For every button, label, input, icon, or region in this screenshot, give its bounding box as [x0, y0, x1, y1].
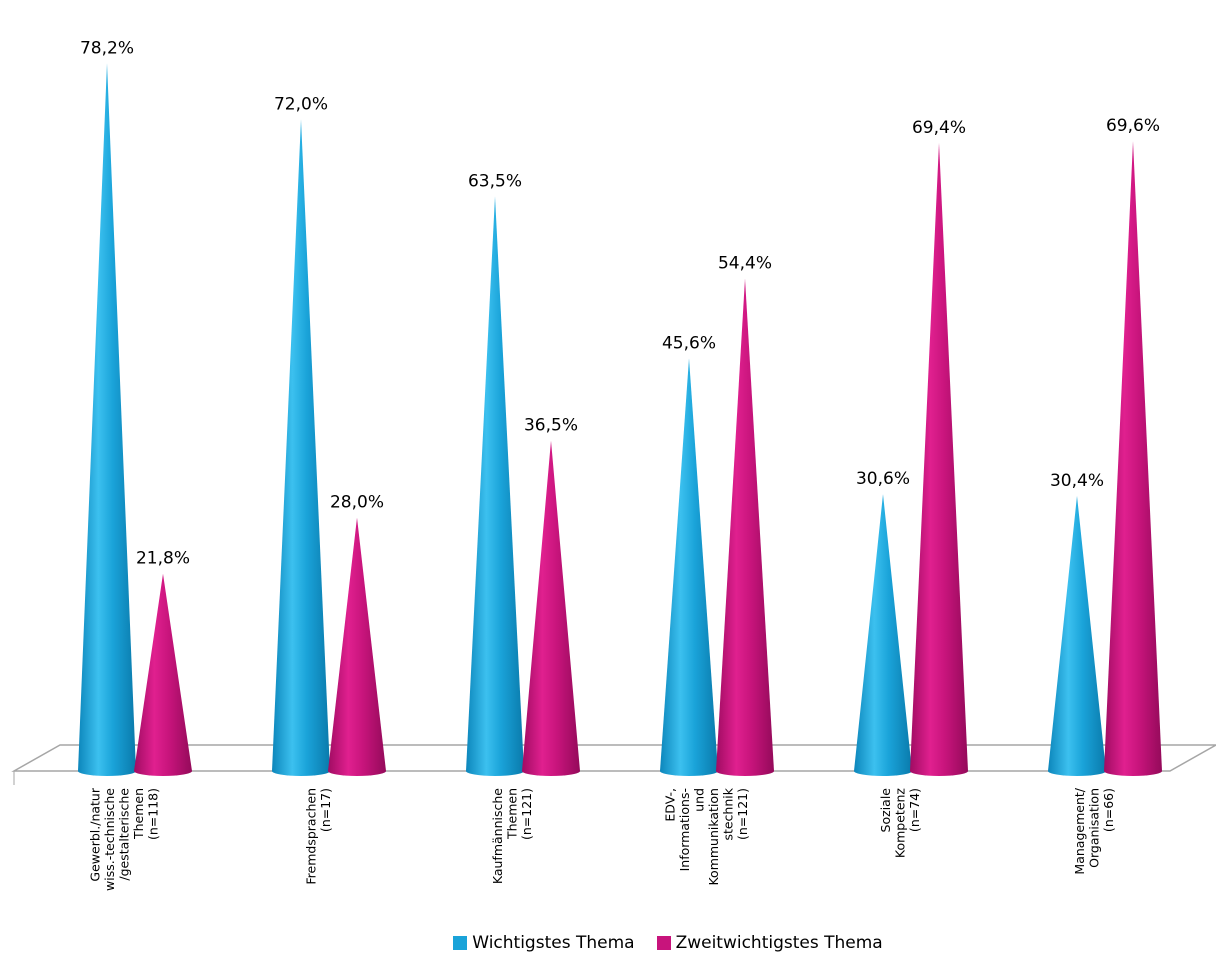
legend: Wichtigstes Thema Zweitwichtigstes Thema	[0, 930, 1216, 955]
cone-s2-c5	[910, 142, 968, 776]
category-label-line: /gestalterische	[117, 788, 132, 881]
cone-s1-c5	[854, 494, 912, 776]
chart-floor	[11, 744, 1216, 785]
cone-s2-c1	[134, 573, 192, 776]
category-label-line: Informations-	[677, 788, 692, 871]
cone-body	[272, 119, 330, 776]
data-label-s2-c3: 36,5%	[524, 416, 578, 436]
cone-body	[328, 517, 386, 776]
category-label-line: Themen	[505, 788, 520, 840]
legend-item-series-1: Wichtigstes Thema	[333, 932, 635, 953]
cone-body	[522, 440, 580, 776]
data-label-s1-c2: 72,0%	[274, 94, 328, 114]
data-label-s2-c1: 21,8%	[136, 549, 190, 569]
category-label-line: Kompetenz	[893, 788, 908, 859]
cone-body	[134, 573, 192, 776]
cone-body	[854, 494, 912, 776]
cone-body	[1048, 495, 1106, 776]
category-label-line: Soziale	[878, 788, 893, 833]
category-label-line: Fremdsprachen	[303, 788, 318, 885]
data-labels: 78,2% 21,8% 72,0% 28,0% 63,5% 36,5% 45,6% 54,4%…	[80, 38, 1160, 568]
data-label-s2-c5: 69,4%	[912, 118, 966, 138]
category-label-line: (n=17)	[318, 788, 333, 832]
category-label-line: (n=121)	[519, 788, 534, 840]
category-label-line: Management/	[1072, 787, 1087, 874]
category-label-line: Kommunikation	[706, 788, 721, 886]
data-label-s1-c5: 30,6%	[856, 469, 910, 489]
data-label-s2-c6: 69,6%	[1106, 116, 1160, 136]
category-label-line: (n=66)	[1101, 788, 1116, 832]
category-label-line: Themen	[131, 788, 146, 840]
category-label-line: EDV-,	[662, 788, 677, 822]
category-label-line: stechnik	[720, 787, 735, 840]
category-label-line: und	[691, 788, 706, 812]
cone-body	[660, 358, 718, 776]
cone-s2-c6	[1104, 141, 1162, 776]
data-label-s2-c4: 54,4%	[718, 254, 772, 274]
cone-body	[78, 63, 136, 777]
cone-body	[466, 196, 524, 776]
category-label-line: Kaufmännische	[490, 788, 505, 884]
cone-s1-c3	[466, 196, 524, 776]
legend-swatch-series-2	[656, 935, 671, 950]
category-label-4: EDV-, Informations-und Kommunikation stechn…	[662, 787, 750, 885]
plot-area	[78, 63, 1162, 777]
category-label-2: Fremdsprachen (n=17)	[303, 788, 333, 885]
category-label-3: Kaufmännische Themen (n=121)	[490, 788, 534, 884]
category-label-line: (n=74)	[907, 788, 922, 832]
cone-s2-c2	[328, 517, 386, 776]
cone-s1-c2	[272, 119, 330, 776]
cone-s1-c1	[78, 63, 136, 777]
category-label-6: Management/Organisation (n=66)	[1072, 787, 1116, 874]
cone-body	[716, 278, 774, 776]
legend-label-series-2: Zweitwichtigstes Thema	[675, 932, 883, 953]
cone-s2-c4	[716, 278, 774, 776]
category-label-line: (n=121)	[735, 788, 750, 840]
data-label-s1-c4: 45,6%	[662, 333, 716, 353]
category-label-5: Soziale Kompetenz (n=74)	[878, 788, 922, 859]
category-label-line: wiss.-technische	[102, 788, 117, 891]
category-label-line: Organisation	[1087, 788, 1102, 868]
legend-label-series-1: Wichtigstes Thema	[472, 932, 635, 953]
category-label-1: Gewerbl./natur wiss.-technische/gestalter…	[88, 787, 161, 891]
cone-s1-c4	[660, 358, 718, 776]
cone-body	[1104, 141, 1162, 776]
category-label-line: (n=118)	[146, 788, 161, 840]
data-label-s1-c3: 63,5%	[468, 171, 522, 191]
cone-body	[910, 142, 968, 776]
legend-swatch-series-1	[453, 935, 468, 950]
legend-item-series-2: Zweitwichtigstes Thema	[656, 932, 883, 953]
category-axis: Gewerbl./natur wiss.-technische/gestalter…	[88, 787, 1117, 891]
cone-s1-c6	[1048, 495, 1106, 776]
data-label-s1-c1: 78,2%	[80, 38, 134, 58]
data-label-s2-c2: 28,0%	[330, 493, 384, 513]
category-label-line: Gewerbl./natur	[88, 787, 103, 881]
data-label-s1-c6: 30,4%	[1050, 471, 1104, 491]
cone-s2-c3	[522, 440, 580, 776]
